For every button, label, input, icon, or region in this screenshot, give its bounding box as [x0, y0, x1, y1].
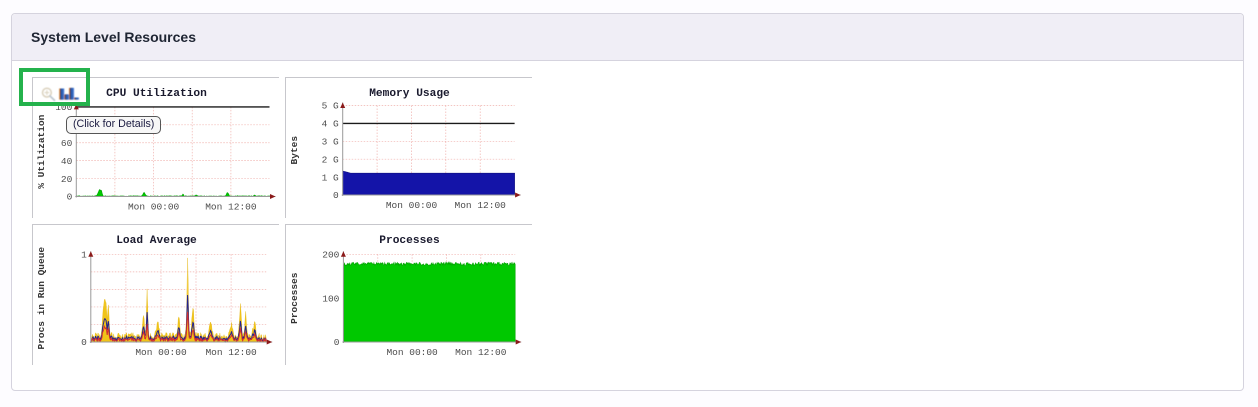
- svg-text:Mon 12:00: Mon 12:00: [455, 347, 507, 358]
- svg-text:Procs in Run Queue: Procs in Run Queue: [36, 247, 47, 350]
- svg-text:0: 0: [67, 192, 73, 203]
- svg-text:Mon 00:00: Mon 00:00: [386, 347, 438, 358]
- svg-text:Mon 00:00: Mon 00:00: [135, 347, 187, 358]
- svg-text:0: 0: [333, 190, 339, 201]
- svg-text:0: 0: [334, 337, 340, 348]
- svg-text:Processes: Processes: [379, 235, 440, 247]
- svg-text:Processes: Processes: [289, 272, 300, 324]
- svg-text:2 G: 2 G: [322, 154, 339, 165]
- svg-text:Mon 00:00: Mon 00:00: [386, 200, 438, 211]
- svg-text:40: 40: [61, 156, 73, 167]
- svg-text:Load Average: Load Average: [116, 235, 197, 247]
- svg-text:60: 60: [61, 138, 73, 149]
- svg-text:Mon 00:00: Mon 00:00: [128, 202, 180, 213]
- svg-text:Memory Usage: Memory Usage: [369, 88, 450, 100]
- svg-text:1: 1: [81, 250, 87, 261]
- svg-text:Mon 12:00: Mon 12:00: [455, 200, 507, 211]
- svg-text:200: 200: [322, 250, 339, 261]
- svg-text:1 G: 1 G: [322, 172, 339, 183]
- svg-text:% Utilization: % Utilization: [36, 114, 47, 188]
- svg-text:Mon 12:00: Mon 12:00: [205, 202, 257, 213]
- svg-text:0: 0: [81, 337, 87, 348]
- svg-text:Bytes: Bytes: [289, 136, 300, 165]
- svg-text:20: 20: [61, 174, 73, 185]
- svg-text:CPU Utilization: CPU Utilization: [106, 88, 207, 100]
- svg-text:Mon 12:00: Mon 12:00: [205, 347, 257, 358]
- svg-text:100: 100: [322, 293, 339, 304]
- svg-text:5 G: 5 G: [322, 101, 339, 112]
- svg-text:4 G: 4 G: [322, 119, 339, 130]
- svg-text:3 G: 3 G: [322, 137, 339, 148]
